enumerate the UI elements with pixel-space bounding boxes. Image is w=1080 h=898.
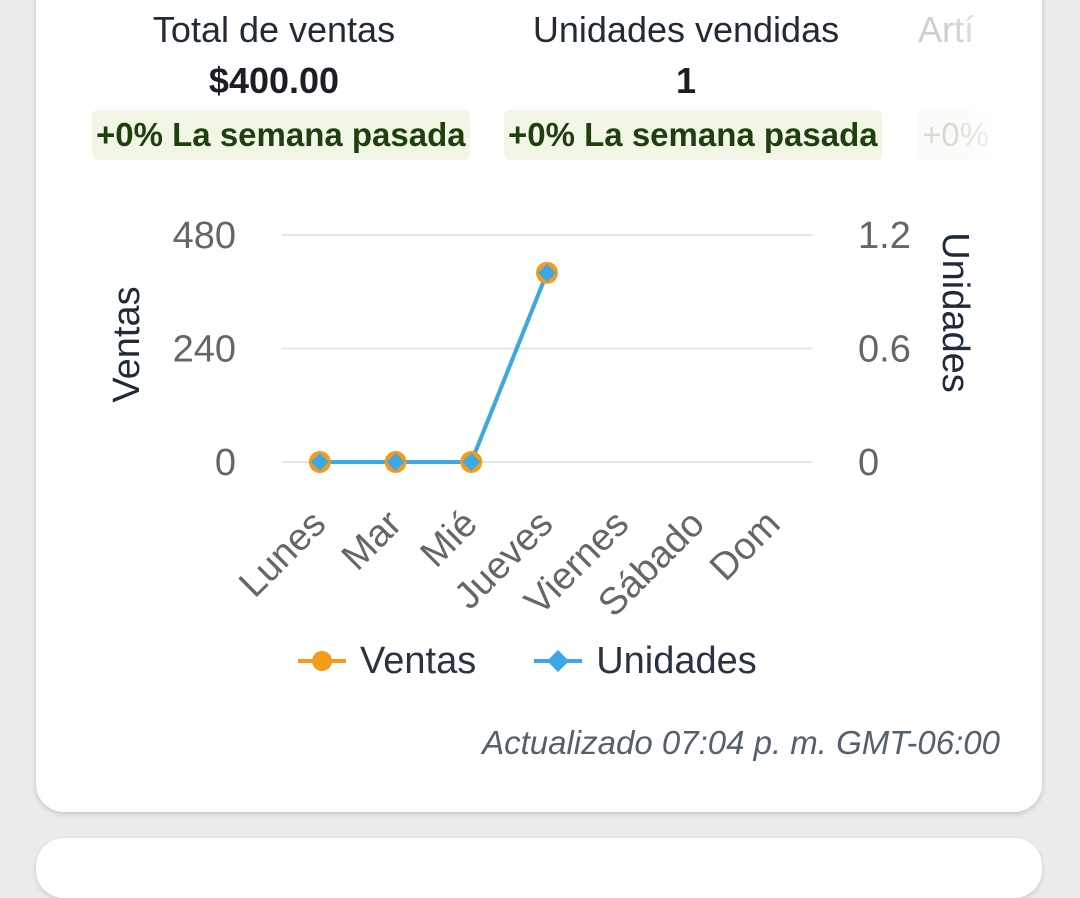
stat-change-badge: +0% La semana pasada (92, 110, 470, 160)
point-unidades (310, 453, 329, 471)
scroll-fade (952, 0, 1042, 170)
legend-item-unidades[interactable]: Unidades (534, 640, 757, 683)
series-group (308, 261, 558, 473)
right-axis-title: Unidades (934, 232, 976, 393)
stat-total-sales: Total de ventas $400.00 +0% La semana pa… (92, 8, 470, 160)
left-tick-label: 240 (173, 329, 236, 371)
chart-legend: Ventas Unidades (298, 636, 757, 686)
stat-value: $400.00 (208, 60, 340, 101)
stat-change-badge: +0% La semana pasada (504, 110, 882, 160)
stat-units-sold: Unidades vendidas 1 +0% La semana pasada (504, 8, 882, 160)
left-tick-label: 0 (215, 442, 236, 484)
left-axis-title: Ventas (106, 286, 148, 402)
point-unidades (386, 453, 405, 471)
legend-marker-unidades-icon (534, 650, 583, 672)
point-unidades (538, 263, 556, 282)
left-tick-label: 480 (173, 215, 236, 257)
sales-units-line-chart: 0 240 480 0 0.6 1.2 Ventas Unidades Lunes Mar… (106, 215, 976, 625)
stat-title: Unidades vendidas (532, 9, 840, 50)
point-unidades (462, 453, 481, 471)
right-tick-label: 0 (858, 442, 879, 484)
x-tick-label: Lunes (231, 503, 334, 606)
series-line-unidades (319, 272, 549, 464)
legend-label: Unidades (596, 639, 757, 682)
sales-summary-card: Total de ventas $400.00 +0% La semana pa… (36, 0, 1042, 812)
right-axis-ticks: 0 0.6 1.2 (858, 215, 911, 484)
left-axis-ticks: 0 240 480 (173, 215, 236, 484)
x-tick-label: Dom (702, 503, 788, 589)
stats-row[interactable]: Total de ventas $400.00 +0% La semana pa… (36, 0, 1042, 170)
last-updated-text: Actualizado 07:04 p. m. GMT-06:00 (482, 724, 1000, 761)
stat-title: Total de ventas (152, 9, 396, 50)
legend-marker-ventas-icon (298, 651, 346, 671)
next-card (36, 838, 1042, 898)
stat-value: 1 (675, 60, 697, 101)
right-tick-label: 0.6 (858, 329, 911, 371)
x-tick-label: Mar (334, 502, 410, 578)
right-tick-label: 1.2 (858, 215, 911, 257)
series-line-ventas (319, 272, 549, 464)
legend-label: Ventas (360, 639, 477, 682)
legend-item-ventas[interactable]: Ventas (298, 640, 476, 683)
